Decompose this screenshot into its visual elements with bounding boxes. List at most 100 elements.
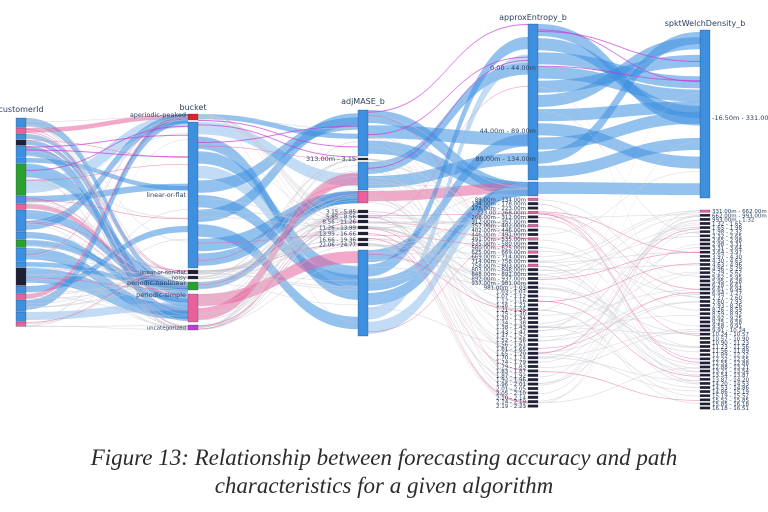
flow-link [368,184,528,190]
node-segment [527,197,539,201]
flow-link [538,271,700,331]
node-segment [527,343,539,346]
flow-link [26,277,188,296]
node-segment [527,246,539,250]
flow-link [538,239,700,327]
node-segment [15,285,27,294]
node-segment [15,239,27,248]
flow-link [368,253,528,312]
node-segment [699,238,711,242]
node-label: 13.87 - 14.20 [712,377,749,383]
node-segment [699,304,711,307]
node-label: 178.00m - 223.00m [471,206,526,212]
node-label: 580.00m - 625.00m [471,246,526,252]
node-segment [15,299,27,312]
flow-link [198,113,358,223]
node-label: 10.90 - 11.23 [712,340,749,346]
node-segment [699,283,711,287]
flow-link [538,331,700,368]
flow-link [538,203,700,384]
node-label: 3.15 - 5.85 [326,210,356,216]
flow-link [368,259,528,276]
node-label: 14.20 - 14.53 [712,381,749,387]
node-segment [357,190,369,204]
dimension-titles: customerId bucket adjMASE_b approxEntropy_b… [0,13,745,114]
flow-link [26,114,188,310]
node-segment [699,300,711,303]
node-segment [527,351,539,355]
node-label: linear-or-flat [146,191,186,199]
flow-link [368,188,528,229]
node-label: 14.86 - 15.19 [712,390,749,396]
node-segment [527,307,539,311]
flow-link [368,244,528,257]
flow-link [198,226,358,330]
node-segment [357,219,369,224]
node-label: 2.05 - 2.10 [496,391,526,397]
flow-link [198,114,358,222]
node-segment [187,121,199,269]
node-segment [527,290,539,294]
node-segment [527,299,539,302]
node-segment [699,324,711,328]
flow-link [368,136,528,333]
flow-link [538,110,700,234]
node-segment [527,360,539,364]
flow-link [198,116,358,247]
flow-link [368,158,528,274]
flow-link [538,213,700,336]
flow-link [368,183,528,306]
node-segment [357,157,369,161]
flow-link [368,217,528,227]
flow-link [198,239,358,316]
flow-link [368,226,528,362]
node-label: 2.98 - 3.31 [712,242,742,248]
node-segment [187,293,199,323]
node-label: 1.70 - 1.74 [496,356,526,362]
flow-link [198,117,358,223]
node-label: 268.00m - 312.00m [471,215,526,221]
flow-link [368,115,528,239]
node-label: 8.59 - 8.92 [712,312,742,318]
node-label: -16.50m - 331.00m [712,114,768,122]
node-segment [527,347,539,351]
flow-link [26,262,188,329]
flow-link [198,215,358,275]
flow-link [26,179,188,330]
node-label: 937.00m - 981.00m [471,281,526,287]
flow-link [538,210,700,257]
flow-link [26,207,188,283]
node-segment [699,369,711,373]
flow-link [198,197,358,305]
flow-link [368,159,528,393]
node-segment [187,281,199,291]
flow-link [368,171,528,341]
node-label: 5.29 - 5.62 [712,271,742,277]
flow-link [198,283,358,306]
flow-link [368,146,528,245]
flow-link [368,228,528,288]
flow-link [368,216,528,229]
flow-link [198,212,358,330]
node-segment [527,329,539,333]
node-segment [699,377,711,381]
flow-link [26,144,188,273]
node-label: 1.79 - 1.83 [496,365,526,371]
node-segment [527,233,539,236]
flow-link [538,199,700,277]
flow-link [26,184,188,219]
flow-link [538,65,700,82]
node-label: 1.25 - 1.30 [496,312,526,318]
flow-link [368,136,528,236]
dimension-title: approxEntropy_b [499,13,567,22]
sankey-figure: aperiodic-peaked linear-or-flat linear-or-… [0,13,768,412]
flow-link [368,152,528,188]
node-label: 16.66 - 19.36 [319,238,356,244]
flow-link [198,119,358,214]
flow-link [198,216,358,228]
flow-link [26,125,188,242]
flow-link [538,227,700,278]
node-segment [699,373,711,377]
node-segment [15,293,27,300]
flow-link [368,188,528,297]
